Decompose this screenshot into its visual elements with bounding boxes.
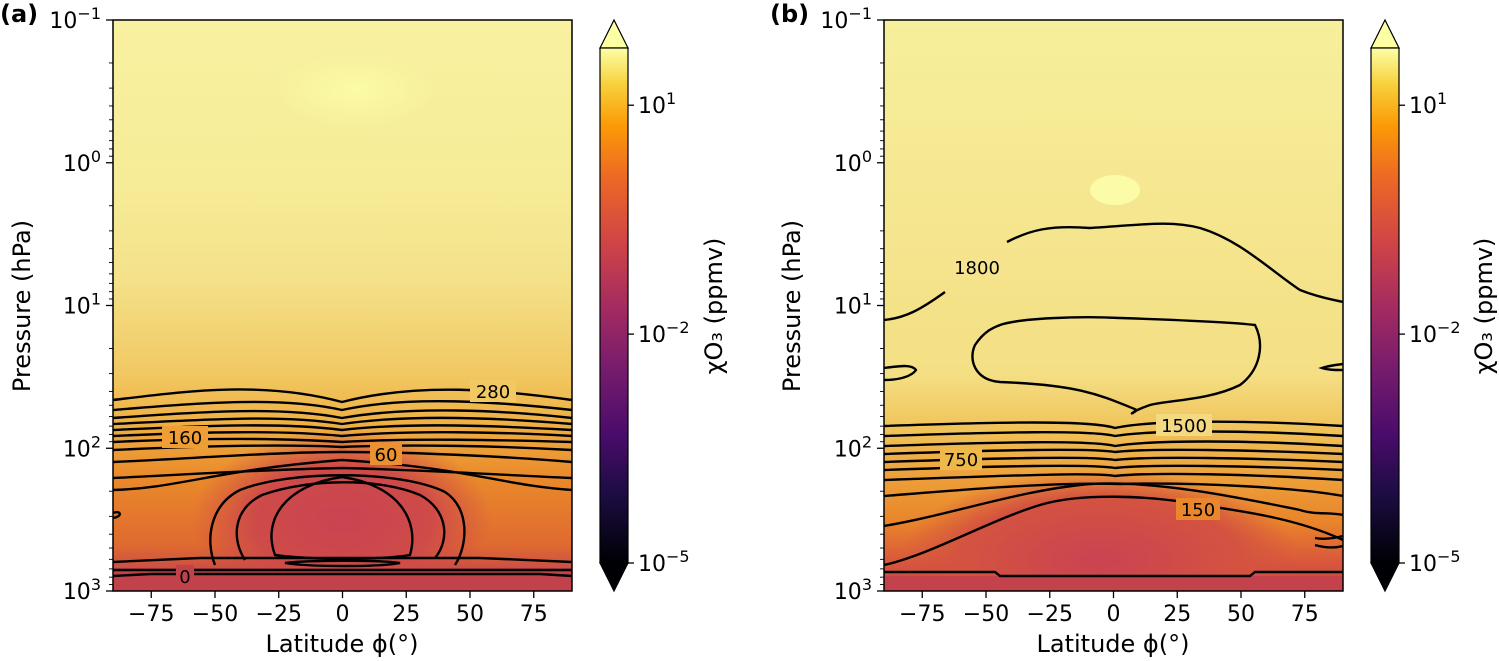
y-tick-label-0: 10−1 <box>820 4 872 34</box>
x-tick-label-0: −75 <box>128 602 174 627</box>
x-tick-label-5: 50 <box>456 602 484 627</box>
y-tick-label-3: 102 <box>834 432 872 462</box>
colorbar-a-ticks: 101 10−2 10−5 <box>628 89 690 577</box>
panel-a: 280 160 60 0 −75 −50 −25 0 25 50 7510−11001011… <box>0 0 728 658</box>
colorbar-a-bar <box>599 47 629 564</box>
colorbar-tick-label-2: 10−5 <box>1409 547 1461 577</box>
contour-label-b-3: 150 <box>1181 500 1215 521</box>
contour-label-a-3: 0 <box>179 567 190 588</box>
colorbar-b-extend-min <box>1370 562 1400 593</box>
colorbar-a-extend-max <box>599 18 629 49</box>
panel-label-b: (b) <box>770 0 809 28</box>
y-tick-label-0: 10−1 <box>49 4 101 34</box>
colorbar-b-label: χO₃ (ppmv) <box>1470 238 1498 375</box>
colorbar-tick-label-1: 10−2 <box>1409 318 1461 348</box>
contour-label-a-1: 160 <box>168 428 202 449</box>
panel-label-a: (a) <box>0 0 38 28</box>
colorbar-a-label: χO₃ (ppmv) <box>700 238 728 375</box>
axes-a: −75 −50 −25 0 25 50 75 10−1 100 101 102 103 <box>49 4 547 627</box>
x-tick-label-6: 75 <box>520 602 548 627</box>
y-axis-label-a: Pressure (hPa) <box>8 220 36 392</box>
y-tick-label-1: 100 <box>834 147 872 177</box>
x-axis-label-a: Latitude ϕ(°) <box>266 630 419 658</box>
contour-label-a-0: 280 <box>476 382 510 403</box>
contour-label-b-1: 1500 <box>1161 416 1207 437</box>
contour-b-750 <box>884 448 1343 456</box>
contours-b <box>884 222 1343 578</box>
axes-b: −75 −50 −25 0 25 50 75 10−1 100 101 102 103 <box>820 4 1318 627</box>
colorbar-tick-label-1: 10−2 <box>638 318 690 348</box>
y-tick-label-4: 103 <box>834 575 872 605</box>
colorbar-a: 101 10−2 10−5 χO₃ (ppmv) <box>599 18 728 593</box>
heatmap-a-top-max <box>275 52 435 128</box>
x-tick-label-1: −50 <box>192 602 238 627</box>
heatmap-b-surface-band <box>884 576 1343 591</box>
x-tick-label-1: −50 <box>963 602 1009 627</box>
contour-labels-b: 1800 1500 750 150 <box>940 256 1220 521</box>
contour-label-b-0: 1800 <box>954 258 1000 279</box>
heatmap-b: 1800 1500 750 150 <box>884 20 1343 591</box>
x-tick-label-3: 0 <box>336 602 350 627</box>
x-tick-label-6: 75 <box>1291 602 1319 627</box>
y-tick-label-3: 102 <box>63 432 101 462</box>
colorbar-a-extend-min <box>599 562 629 593</box>
x-tick-label-2: −25 <box>1027 602 1073 627</box>
y-tick-label-4: 103 <box>63 575 101 605</box>
contour-label-b-2: 750 <box>944 450 978 471</box>
x-tick-label-4: 25 <box>392 602 420 627</box>
x-tick-label-4: 25 <box>1163 602 1191 627</box>
colorbar-b-bar <box>1370 47 1400 564</box>
x-tick-label-0: −75 <box>899 602 945 627</box>
colorbar-b-extend-max <box>1370 18 1400 49</box>
colorbar-tick-label-2: 10−5 <box>638 547 690 577</box>
y-axis-label-b: Pressure (hPa) <box>778 220 806 392</box>
contour-labels-a: 280 160 60 0 <box>162 380 516 588</box>
contour-b-150 <box>884 482 1343 528</box>
heatmap-b-top-max <box>1090 175 1140 205</box>
colorbar-tick-label-0: 101 <box>638 89 676 119</box>
y-tick-label-2: 101 <box>63 290 101 320</box>
contour-b-1800 <box>884 222 1343 322</box>
x-axis-label-b: Latitude ϕ(°) <box>1037 630 1190 658</box>
panel-b: 1800 1500 750 150 −75 −50 −25 0 25 50 75 10−1 10… <box>770 0 1498 658</box>
contour-b-1500 <box>884 420 1343 430</box>
colorbar-tick-label-0: 101 <box>1409 89 1447 119</box>
x-tick-label-5: 50 <box>1227 602 1255 627</box>
contour-label-a-2: 60 <box>375 445 398 466</box>
y-tick-label-1: 100 <box>63 147 101 177</box>
colorbar-b: 101 10−2 10−5 χO₃ (ppmv) <box>1370 18 1498 593</box>
x-tick-label-3: 0 <box>1107 602 1121 627</box>
x-tick-label-2: −25 <box>256 602 302 627</box>
heatmap-a: 280 160 60 0 <box>113 20 572 591</box>
contour-a-60 <box>113 450 572 464</box>
colorbar-b-ticks: 101 10−2 10−5 <box>1399 89 1461 577</box>
y-tick-label-2: 101 <box>834 290 872 320</box>
